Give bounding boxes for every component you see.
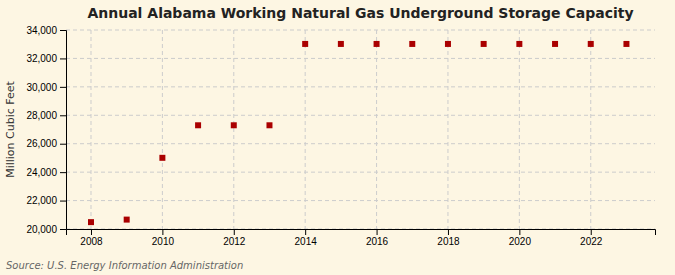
grid-line-x bbox=[233, 30, 234, 229]
tick-mark bbox=[60, 115, 66, 116]
tick-label: 2022 bbox=[580, 236, 603, 247]
grid-line-x bbox=[162, 30, 163, 229]
tick-mark bbox=[91, 229, 92, 235]
tick-mark bbox=[60, 201, 66, 202]
tick: 24,000 bbox=[26, 167, 66, 178]
tick: 2020 bbox=[509, 229, 532, 247]
point bbox=[124, 217, 130, 223]
tick-mark bbox=[60, 229, 66, 230]
title: Annual Alabama Working Natural Gas Under… bbox=[87, 5, 633, 21]
axis-line bbox=[60, 31, 67, 230]
grid-line-y bbox=[66, 115, 655, 116]
point bbox=[552, 41, 558, 47]
tick-mark bbox=[448, 229, 449, 235]
point bbox=[195, 122, 201, 128]
tick-label: 24,000 bbox=[26, 167, 57, 178]
point bbox=[481, 41, 487, 47]
grid-line-x bbox=[447, 30, 448, 229]
tick-label: 2020 bbox=[509, 236, 532, 247]
point bbox=[302, 41, 308, 47]
point bbox=[338, 41, 344, 47]
point bbox=[409, 41, 415, 47]
tick-label: 28,000 bbox=[26, 110, 57, 121]
grid-line-y bbox=[66, 86, 655, 87]
y-axis: 20,000 22,000 24,000 26,000 28,000 30,000 32,0… bbox=[26, 25, 66, 235]
tick: 2016 bbox=[366, 229, 389, 247]
tick: 26,000 bbox=[26, 138, 66, 149]
tick: 20,000 bbox=[26, 224, 66, 235]
tick: 30,000 bbox=[26, 82, 66, 93]
point bbox=[588, 41, 594, 47]
tick-label: 2008 bbox=[80, 236, 103, 247]
grid-line-x bbox=[590, 30, 591, 229]
point bbox=[159, 155, 165, 161]
tick-mark bbox=[591, 229, 592, 235]
tick-mark bbox=[305, 229, 306, 235]
tick-mark bbox=[162, 229, 163, 235]
tick: 2022 bbox=[580, 229, 603, 247]
grid-line-x bbox=[305, 30, 306, 229]
tick-label: 2010 bbox=[152, 236, 175, 247]
point bbox=[88, 219, 94, 225]
tick: 2010 bbox=[152, 229, 175, 247]
points bbox=[88, 41, 629, 225]
point bbox=[445, 41, 451, 47]
annotation: Source: U.S. Energy Information Administ… bbox=[6, 260, 243, 271]
point bbox=[231, 122, 237, 128]
tick-label: 32,000 bbox=[26, 53, 57, 64]
y-axis-label: Million Cubic Feet bbox=[4, 80, 17, 177]
grid-line-y bbox=[66, 143, 655, 144]
tick: 2018 bbox=[437, 229, 460, 247]
tick-label: 2018 bbox=[437, 236, 460, 247]
tick-mark bbox=[377, 229, 378, 235]
grid-line-y bbox=[66, 30, 655, 31]
chart: 2008 2010 2012 2014 2016 2018 2020 2022 20,000 22… bbox=[0, 0, 675, 275]
tick-mark bbox=[60, 87, 66, 88]
tick: 22,000 bbox=[26, 195, 66, 206]
tick-label: 2012 bbox=[223, 236, 246, 247]
tick: 2012 bbox=[223, 229, 246, 247]
grid-line-y bbox=[66, 172, 655, 173]
x-axis: 2008 2010 2012 2014 2016 2018 2020 2022 bbox=[67, 229, 656, 247]
tick-label: 20,000 bbox=[26, 224, 57, 235]
plot-area: 2008 2010 2012 2014 2016 2018 2020 2022 20,000 22… bbox=[26, 25, 655, 247]
tick-label: 30,000 bbox=[26, 82, 57, 93]
tick-mark bbox=[60, 58, 66, 59]
point bbox=[516, 41, 522, 47]
tick-mark bbox=[60, 172, 66, 173]
tick-mark bbox=[519, 229, 520, 235]
grid-line-x bbox=[376, 30, 377, 229]
tick-label: 22,000 bbox=[26, 195, 57, 206]
tick: 28,000 bbox=[26, 110, 66, 121]
tick: 34,000 bbox=[26, 25, 66, 36]
tick-label: 34,000 bbox=[26, 25, 57, 36]
grid bbox=[66, 30, 655, 229]
grid-line-y bbox=[66, 58, 655, 59]
grid-line-y bbox=[66, 200, 655, 201]
grid-line-x bbox=[90, 30, 91, 229]
tick: 2014 bbox=[295, 229, 318, 247]
tick-label: 26,000 bbox=[26, 138, 57, 149]
tick: 32,000 bbox=[26, 53, 66, 64]
grid-line-x bbox=[519, 30, 520, 229]
tick-label: 2014 bbox=[295, 236, 318, 247]
tick: 2008 bbox=[80, 229, 103, 247]
point bbox=[374, 41, 380, 47]
point bbox=[266, 122, 272, 128]
tick-mark bbox=[60, 30, 66, 31]
tick-mark bbox=[60, 144, 66, 145]
tick-mark bbox=[234, 229, 235, 235]
tick-label: 2016 bbox=[366, 236, 389, 247]
point bbox=[623, 41, 629, 47]
axis-line bbox=[67, 230, 656, 236]
